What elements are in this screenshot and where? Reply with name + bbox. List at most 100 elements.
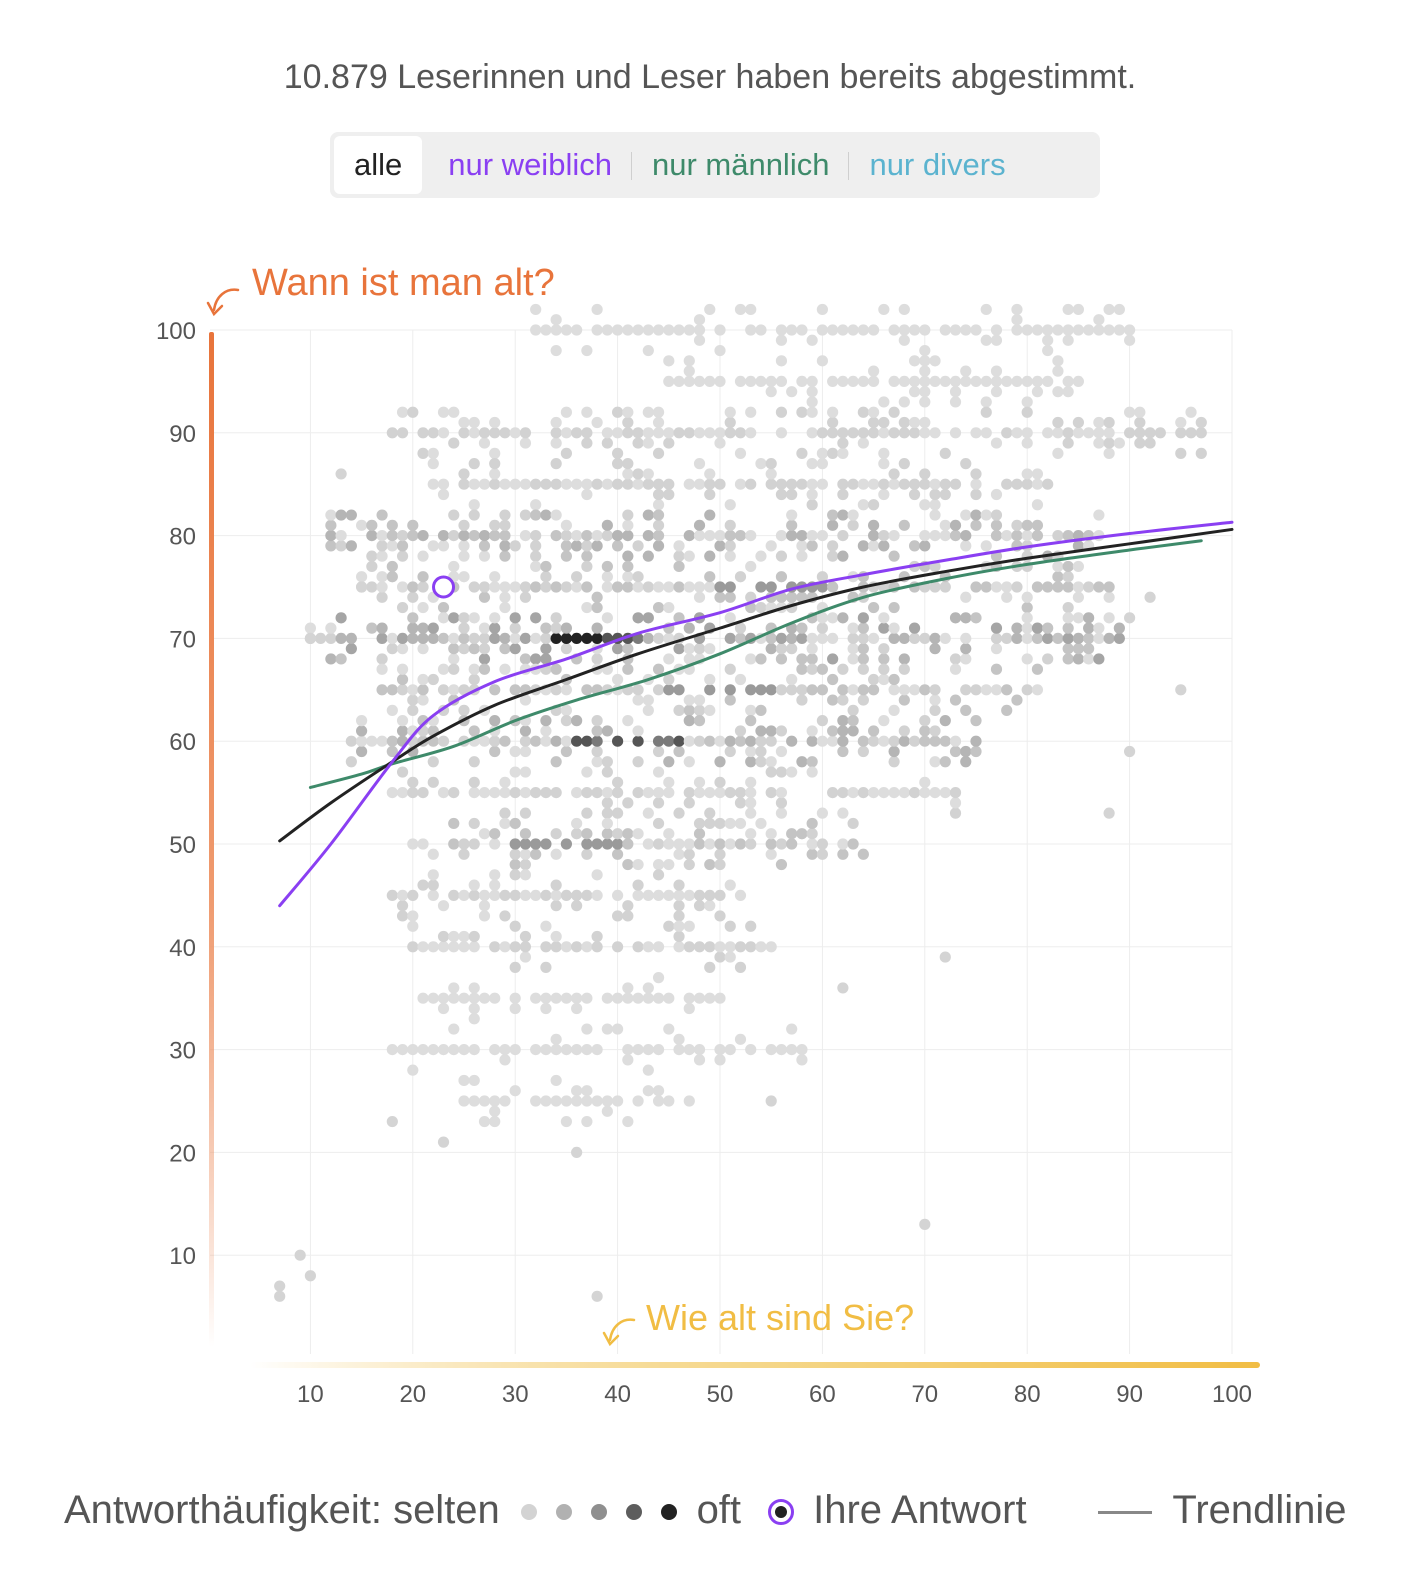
data-point — [560, 550, 573, 562]
data-point — [458, 427, 470, 439]
data-point — [837, 530, 849, 542]
data-point — [888, 745, 900, 758]
data-point — [796, 447, 808, 459]
data-point — [724, 519, 736, 531]
data-point — [724, 530, 736, 542]
legend-your-answer-label: Ihre Antwort — [813, 1488, 1027, 1532]
data-point — [683, 622, 695, 634]
data-point — [949, 663, 962, 675]
data-point — [612, 324, 624, 336]
data-point — [530, 612, 542, 624]
data-point — [663, 684, 675, 696]
data-point — [868, 601, 880, 614]
data-point — [704, 427, 716, 439]
data-point — [652, 858, 665, 871]
data-point — [478, 530, 491, 542]
data-point — [468, 1013, 480, 1025]
tab-nur-maennlich[interactable]: nur männlich — [632, 136, 850, 194]
data-point — [622, 519, 634, 531]
data-point — [693, 735, 706, 747]
data-point — [468, 612, 480, 624]
data-point — [816, 355, 829, 367]
data-point — [734, 1033, 747, 1045]
data-point — [499, 787, 511, 799]
data-point — [652, 447, 665, 459]
data-point — [693, 314, 706, 326]
data-point — [765, 941, 777, 953]
data-point — [1062, 571, 1074, 583]
data-point — [540, 735, 552, 747]
data-point — [693, 581, 706, 593]
data-point — [693, 458, 706, 470]
data-point — [847, 427, 859, 439]
data-point — [847, 375, 859, 387]
data-point — [878, 478, 890, 490]
data-point — [540, 643, 552, 655]
data-point — [417, 632, 429, 645]
data-point — [929, 735, 941, 747]
data-point — [642, 807, 654, 819]
data-point — [683, 992, 695, 1004]
data-point — [949, 530, 962, 542]
data-point — [581, 684, 593, 696]
data-point — [632, 941, 644, 953]
data-point — [960, 375, 972, 387]
data-point — [458, 930, 470, 943]
data-point — [478, 653, 491, 665]
data-point — [898, 663, 910, 675]
data-point — [356, 715, 368, 727]
data-point — [847, 787, 859, 799]
data-point — [642, 478, 654, 490]
data-point — [1144, 427, 1156, 439]
data-point — [908, 488, 921, 501]
data-point — [663, 581, 675, 593]
data-point — [571, 571, 583, 583]
data-point — [857, 632, 869, 645]
data-point — [1062, 375, 1074, 387]
data-point — [540, 889, 552, 902]
data-point — [1011, 519, 1023, 531]
data-point — [366, 735, 378, 747]
data-point — [550, 509, 562, 521]
data-point — [612, 889, 624, 902]
data-point — [437, 684, 450, 696]
data-point — [683, 550, 695, 562]
data-point — [1103, 447, 1115, 459]
data-point — [745, 715, 757, 727]
data-point — [868, 735, 880, 747]
tab-alle[interactable]: alle — [334, 136, 423, 194]
data-point — [765, 632, 777, 645]
tab-nur-weiblich[interactable]: nur weiblich — [428, 136, 632, 194]
data-point — [837, 694, 849, 706]
data-point — [601, 817, 613, 830]
data-point — [888, 622, 900, 634]
data-point — [468, 416, 480, 429]
data-point — [407, 612, 419, 624]
data-point — [325, 519, 337, 531]
data-point — [847, 704, 859, 716]
data-point — [1093, 622, 1105, 634]
data-point — [499, 427, 511, 439]
tab-nur-divers[interactable]: nur divers — [869, 147, 1006, 182]
data-point — [868, 787, 880, 799]
your-answer-marker — [432, 575, 456, 599]
data-point — [1011, 530, 1023, 542]
data-point — [427, 848, 439, 860]
data-point — [724, 920, 736, 932]
data-point — [632, 427, 644, 439]
data-point — [765, 386, 777, 398]
data-point — [489, 1044, 501, 1056]
data-point — [816, 663, 829, 675]
data-point — [448, 1044, 460, 1056]
data-point — [796, 550, 808, 562]
data-point — [816, 324, 829, 336]
data-point — [427, 941, 439, 953]
data-point — [796, 632, 808, 645]
data-point — [775, 797, 788, 809]
data-point — [878, 540, 890, 552]
data-point — [724, 951, 736, 963]
outlier-point — [274, 1290, 286, 1302]
data-point — [1052, 324, 1064, 336]
data-point — [509, 622, 521, 634]
data-point — [601, 1023, 613, 1035]
